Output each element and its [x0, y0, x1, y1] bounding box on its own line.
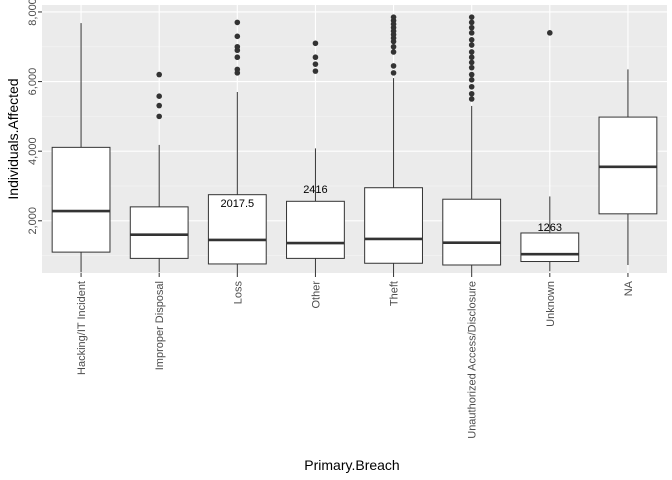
box-iqr [442, 198, 502, 266]
x-axis-title: Primary.Breach [304, 457, 399, 473]
x-tick-label: Improper Disposal [154, 281, 166, 370]
x-tick-label: Other [310, 281, 322, 309]
outlier-point [468, 19, 475, 26]
x-tick-label: Loss [232, 281, 244, 305]
outlier-point [390, 70, 397, 76]
outlier-point [156, 71, 162, 78]
box-group [364, 14, 423, 273]
box-group [129, 71, 189, 273]
outlier-point [234, 33, 241, 40]
outlier-point [390, 43, 397, 50]
outlier-point [468, 96, 475, 102]
outlier-point [468, 37, 475, 43]
box-iqr [520, 232, 580, 263]
outlier-point [156, 93, 162, 99]
box-iqr [51, 146, 111, 253]
x-tick-label: Hacking/IT Incident [76, 281, 88, 375]
outlier-point [312, 54, 319, 61]
box-iqr [207, 194, 267, 265]
y-tick-label: 2,000 [27, 207, 39, 235]
outlier-point [468, 24, 475, 31]
box-iqr [364, 187, 423, 264]
outlier-point [312, 61, 319, 67]
y-tick-label: 8,000 [27, 0, 39, 26]
outlier-point [390, 14, 397, 20]
x-tick-label: Theft [389, 281, 401, 306]
box-group [51, 23, 111, 273]
boxes: 2017.5 2416 1263 [51, 14, 658, 273]
axes: 2,000 4,000 6,000 8,000 Hacking/IT Incident I… [27, 0, 635, 439]
outlier-point [468, 14, 475, 20]
box-group [520, 30, 580, 272]
y-tick-label: 4,000 [27, 137, 39, 165]
x-tick-label: Unknown [545, 281, 557, 327]
x-tick-label: NA [623, 280, 635, 296]
outlier-point [234, 66, 241, 73]
outlier-point [234, 19, 241, 26]
median-annotation: 1263 [538, 222, 562, 234]
box-iqr [286, 200, 345, 259]
outlier-point [234, 54, 241, 61]
box-group [442, 14, 502, 273]
outlier-point [468, 42, 475, 48]
y-axis-title: Individuals.Affected [5, 78, 21, 199]
outlier-point [468, 77, 475, 83]
outlier-point [468, 90, 475, 97]
median-annotation: 2017.5 [220, 198, 254, 210]
outlier-point [234, 43, 241, 50]
outlier-point [468, 64, 475, 71]
outlier-point [390, 49, 397, 55]
box-group [286, 40, 345, 273]
outlier-point [468, 59, 475, 66]
outlier-point [390, 63, 397, 69]
box-iqr [598, 116, 658, 215]
outlier-point [547, 30, 553, 36]
outlier-point [312, 40, 319, 47]
outlier-point [312, 68, 319, 74]
box-group [207, 19, 267, 273]
outlier-point [468, 83, 475, 90]
outlier-point [156, 113, 162, 120]
outlier-point [468, 30, 475, 36]
box-iqr [129, 206, 189, 259]
outlier-point [468, 71, 475, 78]
x-tick-label: Unauthorized Access/Disclosure [467, 281, 479, 439]
outlier-point [468, 54, 475, 61]
box-group [598, 69, 658, 265]
median-annotation: 2416 [303, 184, 327, 196]
y-tick-label: 6,000 [27, 68, 39, 96]
outlier-point [468, 49, 475, 55]
outlier-point [156, 102, 162, 109]
